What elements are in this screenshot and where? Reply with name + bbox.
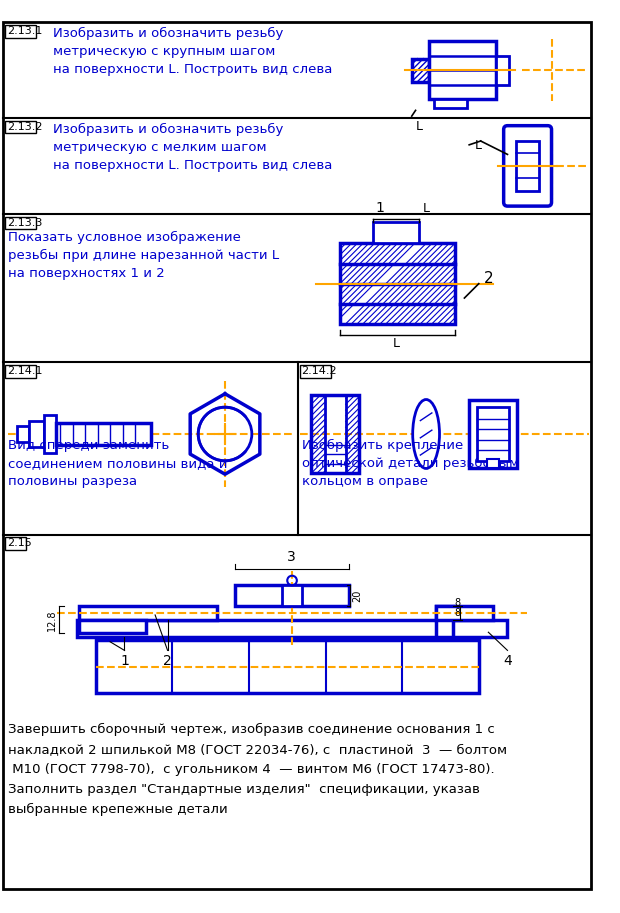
Bar: [44, 415, 56, 453]
Text: 2.14.1: 2.14.1: [7, 366, 42, 376]
Bar: [340, 244, 455, 324]
Bar: [469, 400, 517, 468]
Bar: [5, 216, 37, 229]
Bar: [516, 141, 539, 191]
Bar: [487, 459, 499, 468]
Bar: [299, 365, 331, 377]
Text: L: L: [415, 120, 423, 133]
Text: 2: 2: [484, 271, 493, 287]
Text: 2.13.3: 2.13.3: [7, 217, 42, 227]
Bar: [436, 606, 453, 637]
Text: 4: 4: [503, 655, 512, 668]
Text: 1: 1: [375, 201, 384, 215]
Text: Показать условное изображение
резьбы при длине нарезанной части L
на поверхностя: Показать условное изображение резьбы при…: [7, 231, 279, 280]
Text: L: L: [475, 139, 482, 152]
Text: 12.8: 12.8: [48, 609, 58, 631]
Text: 20: 20: [352, 590, 362, 602]
Bar: [496, 56, 510, 85]
Bar: [56, 423, 151, 446]
Bar: [434, 99, 467, 109]
Text: Завершить сборочный чертеж, изобразив соединение основания 1 с
накладкой 2 шпиль: Завершить сборочный чертеж, изобразив со…: [7, 723, 507, 816]
Text: Изобразить и обозначить резьбу
метрическую с крупным шагом
на поверхности L. Пос: Изобразить и обозначить резьбу метрическ…: [53, 27, 332, 76]
Bar: [477, 407, 510, 461]
Text: Изобразить крепление
оптической детали резьбовым
кольцом в оправе: Изобразить крепление оптической детали р…: [301, 439, 519, 488]
Bar: [311, 394, 325, 473]
Text: L: L: [422, 202, 429, 215]
Text: 2.15: 2.15: [7, 539, 32, 549]
Text: 2.14.2: 2.14.2: [301, 366, 337, 376]
Bar: [283, 585, 301, 606]
Text: L: L: [392, 337, 399, 351]
Bar: [346, 394, 359, 473]
Text: 8: 8: [455, 608, 461, 618]
Bar: [234, 585, 350, 606]
Text: Изобразить и обозначить резьбу
метрическую с мелким шагом
на поверхности L. Пост: Изобразить и обозначить резьбу метрическ…: [53, 123, 332, 172]
Bar: [311, 394, 359, 473]
Bar: [429, 41, 496, 99]
Bar: [79, 620, 146, 633]
FancyBboxPatch shape: [503, 126, 552, 206]
Text: 8: 8: [455, 599, 461, 608]
Bar: [373, 223, 419, 244]
Text: 3: 3: [287, 551, 296, 564]
Bar: [436, 606, 493, 620]
Text: 2.13.1: 2.13.1: [7, 26, 42, 37]
Bar: [95, 640, 479, 693]
Text: Вид спереди заменить
соединением половины вида и
половины разреза: Вид спереди заменить соединением половин…: [7, 439, 227, 488]
Bar: [79, 606, 218, 620]
Bar: [412, 58, 429, 81]
Bar: [5, 26, 37, 37]
Text: 2: 2: [163, 655, 172, 668]
Text: 2.13.2: 2.13.2: [7, 121, 42, 131]
Bar: [77, 620, 508, 637]
Bar: [5, 121, 37, 133]
Bar: [29, 421, 44, 447]
Text: 1: 1: [120, 655, 129, 668]
Bar: [17, 426, 29, 442]
Bar: [5, 538, 26, 550]
Bar: [5, 365, 37, 377]
Ellipse shape: [413, 400, 440, 468]
